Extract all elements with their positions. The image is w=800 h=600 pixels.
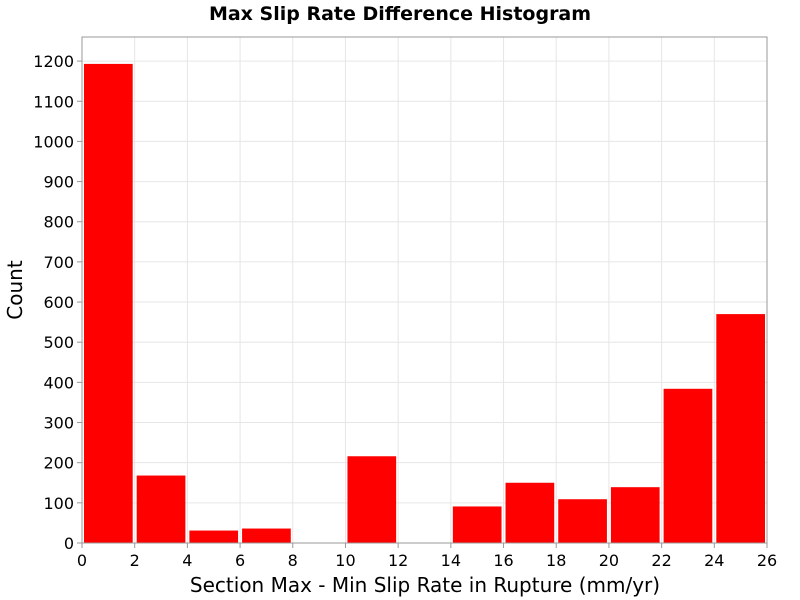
y-tick-label: 400 (43, 373, 74, 392)
histogram-bar (558, 499, 607, 543)
bars (84, 63, 765, 544)
histogram-bar (136, 475, 186, 543)
histogram-bar (84, 63, 133, 544)
x-tick-label: 8 (288, 551, 298, 570)
x-tick-label: 20 (599, 551, 619, 570)
y-tick-label: 800 (43, 213, 74, 232)
histogram-bar (610, 487, 660, 543)
x-tick-label: 6 (235, 551, 245, 570)
y-tick-label: 600 (43, 293, 74, 312)
y-tick-label: 200 (43, 454, 74, 473)
x-tick-label: 22 (651, 551, 671, 570)
y-tick-label: 100 (43, 494, 74, 513)
histogram-bar (189, 530, 239, 543)
y-tick-label: 1200 (33, 52, 74, 71)
x-tick-label: 2 (130, 551, 140, 570)
y-tick-label: 900 (43, 173, 74, 192)
x-tick-label: 0 (77, 551, 87, 570)
y-axis-ticks: 0 100 200 300 400 500 600 700 800 900 1000 1100 1200 (33, 52, 82, 553)
x-tick-label: 24 (704, 551, 724, 570)
x-axis-ticks: 0 2 4 6 8 10 12 14 16 18 20 22 24 26 (77, 543, 777, 570)
x-axis-label: Section Max - Min Slip Rate in Rupture (… (190, 573, 660, 597)
x-tick-label: 14 (441, 551, 461, 570)
y-tick-label: 1100 (33, 92, 74, 111)
x-tick-label: 4 (182, 551, 192, 570)
x-tick-label: 12 (388, 551, 408, 570)
histogram-bar (347, 456, 397, 543)
x-tick-label: 26 (757, 551, 777, 570)
histogram-bar (242, 528, 291, 543)
x-tick-label: 18 (546, 551, 566, 570)
y-axis-label: Count (3, 260, 27, 320)
y-tick-label: 500 (43, 333, 74, 352)
plot-frame (81, 36, 768, 544)
y-tick-label: 1000 (33, 132, 74, 151)
x-tick-label: 16 (493, 551, 513, 570)
histogram-bar (452, 506, 502, 543)
histogram-bar (716, 314, 765, 543)
histogram-bar (663, 388, 713, 543)
x-tick-label: 10 (335, 551, 355, 570)
y-tick-label: 300 (43, 414, 74, 433)
y-tick-label: 700 (43, 253, 74, 272)
chart-title: Max Slip Rate Difference Histogram (209, 3, 591, 25)
histogram-bar (505, 482, 555, 543)
y-tick-label: 0 (64, 534, 74, 553)
